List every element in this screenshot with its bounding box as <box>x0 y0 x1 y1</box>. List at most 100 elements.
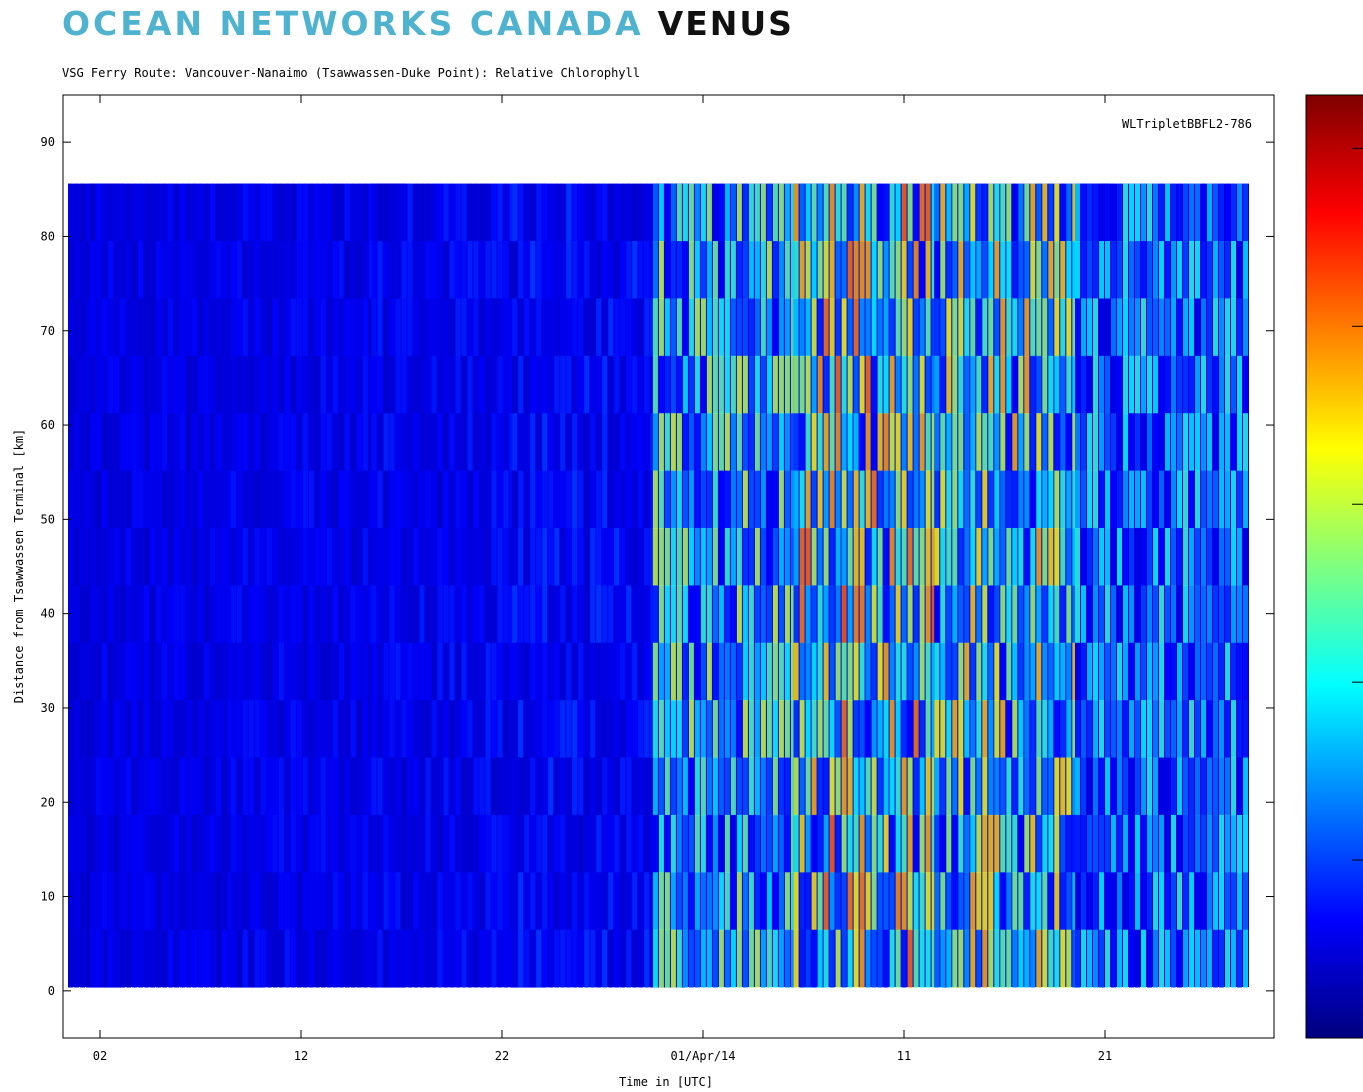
transect-cell <box>350 355 356 414</box>
transect-cell <box>644 527 650 586</box>
transect-cell <box>419 355 425 414</box>
transect-cell <box>455 585 461 644</box>
transect-cell <box>350 872 356 931</box>
transect-cell <box>793 757 799 816</box>
transect-cell <box>260 183 266 242</box>
transect-cell <box>1030 929 1036 988</box>
transect-cell <box>174 814 180 873</box>
transect-cell <box>742 642 748 701</box>
transect-cell <box>841 585 847 644</box>
transect-cell <box>162 298 168 357</box>
transect-cell <box>1018 757 1024 816</box>
transect-cell <box>216 929 222 988</box>
transect-cell <box>296 241 302 299</box>
transect-cell <box>976 814 982 873</box>
transect-cell <box>632 642 638 701</box>
transect-cell <box>1207 298 1212 357</box>
transect-cell <box>958 757 964 816</box>
transect-cell <box>1111 355 1116 414</box>
transect-cell <box>278 470 284 529</box>
transect-cell <box>620 872 626 931</box>
transect-cell <box>479 814 485 873</box>
transect-cell <box>320 929 326 988</box>
transect-cell <box>805 241 811 299</box>
transect-cell <box>524 929 530 988</box>
transect-cell <box>805 642 811 701</box>
transect-cell <box>144 241 150 299</box>
transect-cell <box>1072 872 1078 931</box>
transect-cell <box>940 757 946 816</box>
transect-cell <box>1075 585 1080 644</box>
transect-cell <box>1006 527 1012 586</box>
transect-cell <box>823 298 829 357</box>
transect-cell <box>688 642 694 701</box>
transect-cell <box>395 298 401 357</box>
transect-cell <box>931 527 937 586</box>
transect-cell <box>536 642 542 701</box>
transect-cell <box>548 872 554 931</box>
transect-cell <box>817 241 823 299</box>
transect-cell <box>614 470 620 529</box>
transect-cell <box>706 585 712 644</box>
transect-cell <box>754 700 760 759</box>
transect-cell <box>913 642 919 701</box>
transect-cell <box>676 241 682 299</box>
transect-cell <box>126 642 132 701</box>
transect-cell <box>485 298 491 357</box>
transect-cell <box>1159 241 1164 299</box>
transect-cell <box>1165 642 1170 701</box>
transect-cell <box>138 470 144 529</box>
transect-cell <box>530 700 536 759</box>
transect-cell <box>1012 872 1018 931</box>
transect-cell <box>1012 183 1018 242</box>
transect-cell <box>228 470 234 529</box>
transect-cell <box>658 585 664 644</box>
transect-cell <box>1117 585 1122 644</box>
transect-cell <box>608 241 614 299</box>
transect-cell <box>1183 757 1188 816</box>
transect-cell <box>296 527 302 586</box>
transect-cell <box>401 700 407 759</box>
transect-cell <box>228 413 234 472</box>
transect-cell <box>931 814 937 873</box>
transect-cell <box>638 814 644 873</box>
transect-cell <box>108 757 114 816</box>
transect-cell <box>407 470 413 529</box>
transect-cell <box>302 241 308 299</box>
transect-cell <box>509 355 515 414</box>
transect-cell <box>700 757 706 816</box>
transect-cell <box>1066 355 1072 414</box>
transect-cell <box>1243 470 1248 529</box>
transect-cell <box>1024 700 1030 759</box>
transect-cell <box>784 642 790 701</box>
transect-cell <box>126 929 132 988</box>
transect-cell <box>730 470 736 529</box>
transect-cell <box>1018 929 1024 988</box>
transect-cell <box>608 183 614 242</box>
transect-cell <box>1153 241 1158 299</box>
transect-cell <box>865 642 871 701</box>
transect-cell <box>1207 470 1212 529</box>
transect-cell <box>853 700 859 759</box>
transect-cell <box>308 355 314 414</box>
transect-cell <box>1030 642 1036 701</box>
transect-cell <box>682 642 688 701</box>
transect-cell <box>186 757 192 816</box>
transect-cell <box>1129 872 1134 931</box>
transect-cell <box>1000 298 1006 357</box>
transect-cell <box>144 700 150 759</box>
transect-cell <box>530 183 536 242</box>
transect-cell <box>895 355 901 414</box>
transect-cell <box>74 527 79 586</box>
transect-cell <box>1111 872 1116 931</box>
transect-cell <box>889 355 895 414</box>
y-tick-label: 60 <box>41 418 55 432</box>
transect-cell <box>1075 757 1080 816</box>
transect-cell <box>1111 814 1116 873</box>
transect-cell <box>1075 642 1080 701</box>
transect-cell <box>401 298 407 357</box>
transect-cell <box>1075 929 1080 988</box>
transect-cell <box>940 527 946 586</box>
transect-cell <box>566 642 572 701</box>
transect-cell <box>1087 757 1092 816</box>
